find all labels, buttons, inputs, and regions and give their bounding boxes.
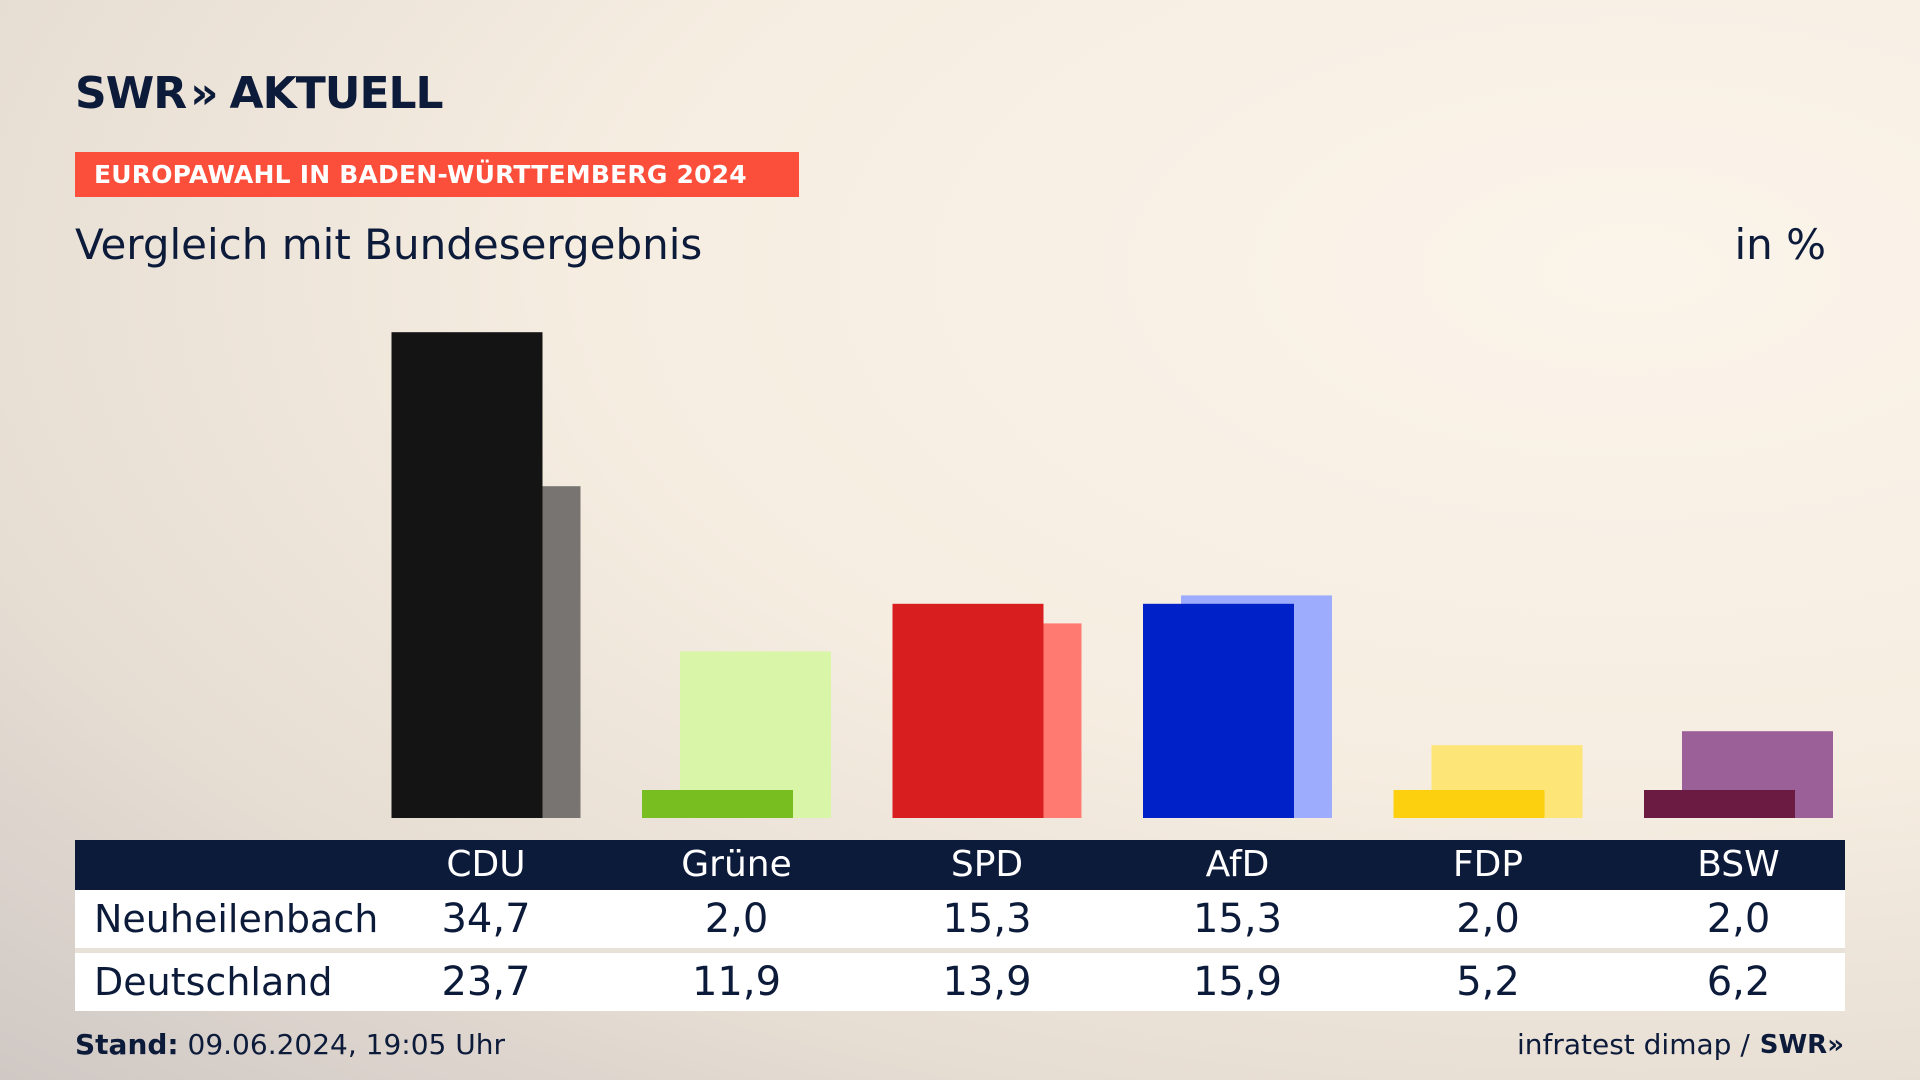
table-header-row: CDU Grüne SPD AfD FDP BSW [75, 840, 1845, 890]
row-label: Neuheilenbach [94, 897, 379, 941]
column-header-cdu: CDU [446, 844, 526, 885]
source-text: infratest dimap / [1516, 1028, 1750, 1061]
table-cell: 13,9 [942, 959, 1032, 1005]
table-cell: 6,2 [1706, 959, 1771, 1005]
bar-neuheilenbach-afd [1143, 603, 1294, 818]
unit-label: in % [1734, 220, 1826, 269]
logo-swr-text: SWR [75, 68, 187, 119]
bar-chart [391, 332, 1833, 818]
bar-neuheilenbach-cdu [391, 332, 543, 818]
table-cell: 5,2 [1456, 959, 1520, 1005]
table-body: Neuheilenbach 34,7 2,0 15,3 15,3 2,0 2,0 Deutsc… [75, 890, 1845, 1011]
headline-banner: EUROPAWAHL IN BADEN-WÜRTTEMBERG 2024 [75, 152, 799, 197]
column-header-afd: AfD [1205, 844, 1270, 885]
table-cell: 2,0 [1456, 896, 1520, 942]
bar-neuheilenbach-fdp [1393, 790, 1545, 818]
column-header-bsw: BSW [1697, 844, 1780, 885]
row-label: Deutschland [94, 960, 333, 1004]
table-cell: 15,3 [942, 896, 1032, 942]
source-credit: infratest dimap / SWR» [1517, 1028, 1844, 1061]
swr-mini-logo: SWR» [1759, 1029, 1844, 1060]
bar-neuheilenbach-spd [892, 603, 1044, 818]
timestamp: Stand: 09.06.2024, 19:05 Uhr [75, 1028, 505, 1061]
bar-neuheilenbach-bsw [1644, 790, 1795, 818]
results-table: CDU Grüne SPD AfD FDP BSW Neuheilenbach 34,7 2,… [75, 840, 1845, 1011]
table-cell: 15,3 [1192, 896, 1283, 942]
stand-value: 09.06.2024, 19:05 Uhr [187, 1028, 505, 1061]
table-cell: 15,9 [1192, 959, 1283, 1005]
table-cell: 2,0 [704, 896, 769, 942]
table-cell: 2,0 [1706, 896, 1771, 942]
table-row: Deutschland 23,7 11,9 13,9 15,9 5,2 6,2 [75, 953, 1845, 1011]
headline-text: EUROPAWAHL IN BADEN-WÜRTTEMBERG 2024 [94, 160, 747, 189]
row-divider [75, 948, 1845, 953]
column-header-spd: SPD [950, 844, 1024, 885]
logo-chevron-icon: » [190, 68, 218, 119]
table-row: Neuheilenbach 34,7 2,0 15,3 15,3 2,0 2,0 [75, 890, 1845, 948]
column-header-fdp: FDP [1452, 844, 1524, 885]
table-cell: 34,7 [441, 896, 531, 942]
bar-neuheilenbach-grüne [642, 790, 793, 818]
column-header-grüne: Grüne [681, 844, 792, 885]
logo-aktuell-text: AKTUELL [229, 68, 444, 119]
swr-aktuell-logo: SWR » AKTUELL [75, 68, 444, 119]
table-cell: 11,9 [691, 959, 782, 1005]
table-cell: 23,7 [441, 959, 531, 1005]
chart-title: Vergleich mit Bundesergebnis [75, 220, 703, 269]
stand-label: Stand: [75, 1028, 179, 1061]
